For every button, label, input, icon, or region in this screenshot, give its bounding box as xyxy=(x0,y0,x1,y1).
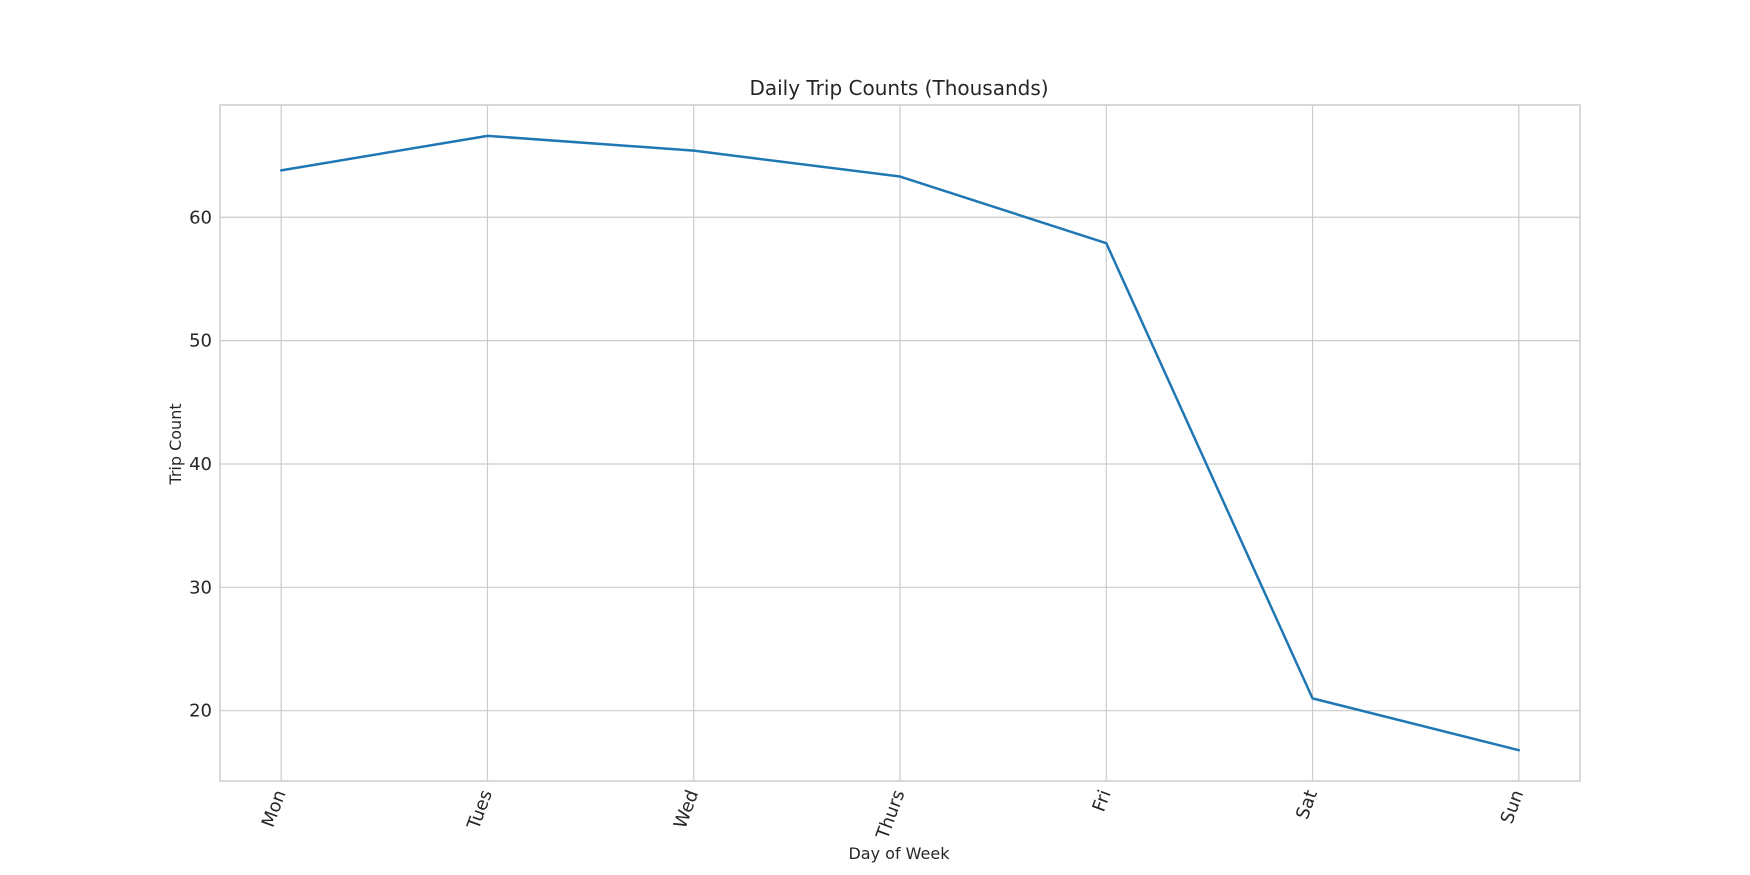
grid-lines xyxy=(220,105,1580,781)
y-tick-label: 20 xyxy=(189,701,212,722)
plot-area-frame xyxy=(219,104,1581,782)
y-axis-ticks: 20 30 40 50 60 xyxy=(189,207,212,721)
y-tick-label: 30 xyxy=(189,577,212,598)
y-axis-label: Trip Count xyxy=(166,403,185,485)
x-axis-label: Day of Week xyxy=(848,844,950,863)
y-tick-label: 50 xyxy=(189,331,212,352)
y-tick-label: 40 xyxy=(189,454,212,475)
series-layer xyxy=(279,134,1521,752)
y-tick-label: 60 xyxy=(189,207,212,228)
chart-title: Daily Trip Counts (Thousands) xyxy=(749,76,1048,100)
